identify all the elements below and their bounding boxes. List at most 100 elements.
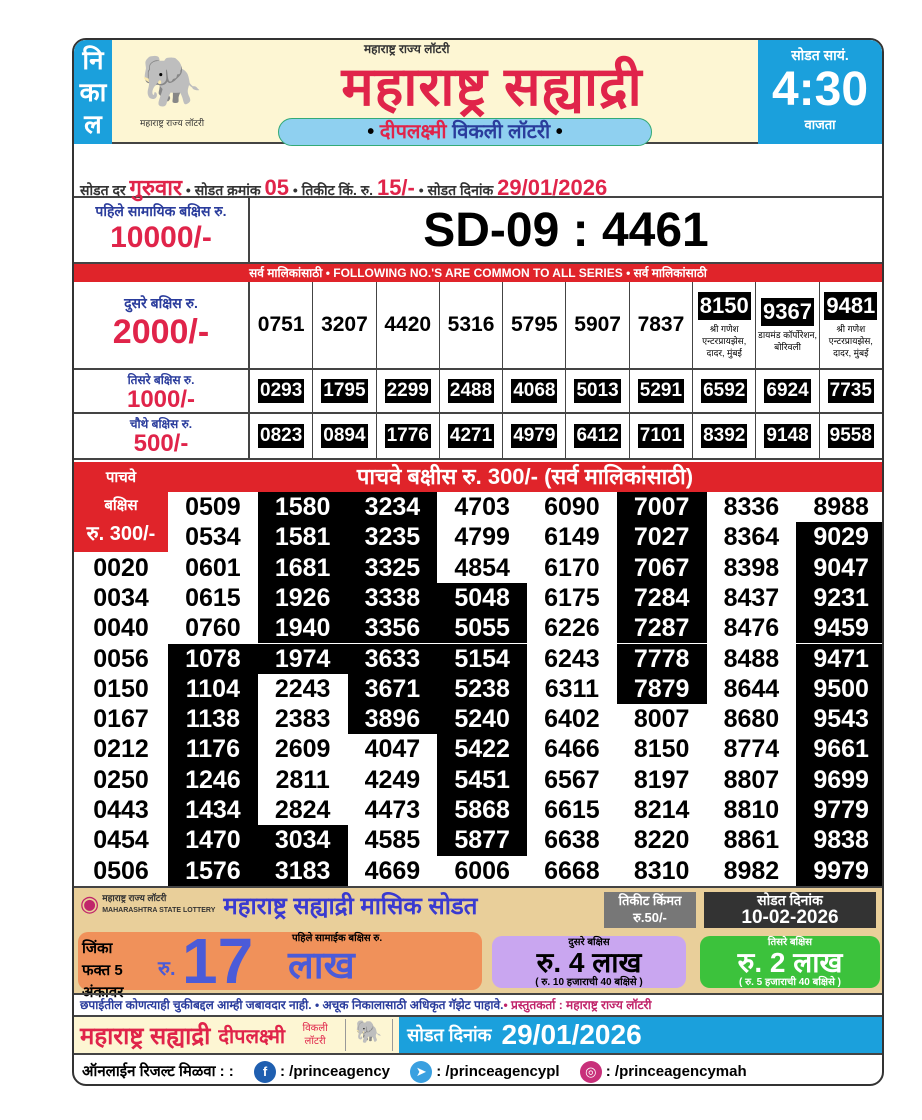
fifth-prize-number: 0509 [185,493,241,521]
day-label: सोडत दर [80,182,126,198]
fifth-prize-number: 5055 [437,613,527,644]
prize-caption: पहिले सामाईक बक्षिस रु. [292,933,383,944]
prize-detail: ( रु. 5 हजाराची 40 बक्षिसे ) [739,977,841,988]
prize-cell: 8392 [692,414,755,458]
fifth-prize-number: 1078 [168,643,258,674]
prize-number: 4979 [511,424,558,448]
facebook-link[interactable]: : /princeagency [279,1063,391,1080]
elephant-emblem-icon: 🐘 [345,1019,394,1051]
footer-title: महाराष्ट्र सह्याद्री दीपलक्ष्मी विकली लॉ… [74,1017,400,1053]
fourth-prize-row: चौथे बक्षिस रु. 500/- 0823 0894 1776 4271 49… [74,414,882,460]
time-label: सोडत सायं. [791,47,849,63]
fifth-prize-number: 8437 [723,583,780,612]
fifth-prize-number: 8310 [633,856,690,885]
fifth-prize-number: 0167 [93,705,149,734]
prize-number: 2488 [447,379,495,403]
date-label: सोडत दिनांक [407,1025,492,1045]
agent-name: श्री गणेश एन्टरप्रायझेस, दादर, मुंबई [828,323,873,358]
state-lottery-logo: 🐘 महाराष्ट्र राज्य लॉटरी [122,46,222,136]
prize-number: 0293 [258,379,305,403]
prize-cell: 7101 [628,414,692,458]
footer-sub: दीपलक्ष्मी [218,1025,286,1048]
time-suffix: वाजता [804,117,836,132]
prize-cell: 1795 [312,370,375,412]
date-label: सोडत दिनांक [427,182,494,198]
prize-cell: 9367 डायमंड कॉर्पोरेशन, बोरिवली [755,282,818,368]
prize-cell: 6592 [692,370,755,412]
prize-cell: 2488 [438,370,502,412]
prize-cell: 4068 [502,370,565,412]
fifth-prize-number: 6402 [544,705,600,734]
fifth-prize-number: 2609 [274,735,331,764]
fifth-prize-number: 7007 [616,492,707,523]
prize-number: 5795 [510,313,558,336]
fifth-prize-number: 9471 [796,643,882,674]
prize-caption: दुसरे बक्षिस [568,937,610,948]
first-prize-label: पहिले सामायिक बक्षिस रु. 10000/- [74,198,250,262]
prize-cell: 5013 [565,370,628,412]
fifth-prize-number: 8861 [723,826,780,855]
lottery-result-sheet: नि का ल 🐘 महाराष्ट्र राज्य लॉटरी महाराष्… [72,38,884,1086]
prize-cell: 5291 [628,370,692,412]
monthly-price: तिकीट किंमत रु.50/- [604,892,696,928]
fifth-prize-number: 3325 [347,552,438,583]
fifth-prize-number: 2383 [274,705,331,734]
fifth-prize-number: 6175 [544,583,600,612]
prize-cell: 0823 [250,414,312,458]
monthly-logo: ◉ महाराष्ट्र राज्य लॉटरी MAHARASHTRA STAT… [80,892,215,916]
fifth-prize-number: 8488 [723,644,780,673]
badge-char: नि [82,45,104,75]
presenter-text: • प्रस्तुतकर्ता : महाराष्ट्र राज्य लॉटरी [503,998,652,1012]
fifth-prize-number: 8988 [813,493,869,521]
fifth-prize-number: 0454 [93,826,149,855]
fifth-prize-number: 9047 [796,552,882,583]
prize-number: 0894 [321,424,368,448]
prize-number: 4271 [447,424,495,448]
prize-cell: 8150 श्री गणेश एन्टरप्रायझेस, दादर, मुंबई [692,282,755,368]
date-value: 29/01/2026 [497,175,608,200]
fifth-prize-number: 1246 [168,764,258,795]
logo-text-en: MAHARASHTRA STATE LOTTERY [102,906,216,914]
third-prize-row: तिसरे बक्षिस रु. 1000/- 0293 1795 2299 2488… [74,370,882,414]
logo-text: महाराष्ट्र राज्य लॉटरी [102,892,167,903]
prize-label-text: दुसरे बक्षिस रु. [124,295,198,311]
fifth-prize-number: 0760 [185,614,241,643]
fifth-prize-number: 6226 [544,614,600,643]
prize-number: 4420 [384,313,432,336]
prize-amount: रु. 2 लाख [737,947,843,978]
instagram-link[interactable]: : /princeagencymah [605,1063,747,1080]
prize-number: 8392 [701,424,748,448]
fifth-prize-number: 5238 [437,673,527,705]
footer-weekly: विकली लॉटरी [302,1023,328,1047]
prize-cell: 9481 श्री गणेश एन्टरप्रायझेस, दादर, मुंबई [818,282,882,368]
telegram-icon[interactable]: ➤ [410,1061,433,1084]
fifth-prize-number: 8644 [723,674,780,703]
fifth-prize-number: 0443 [93,796,149,824]
facebook-icon[interactable]: f [253,1061,276,1084]
fifth-prize-number: 4249 [364,765,421,794]
prize-cell: 5795 [502,282,565,368]
prize-cell: 4271 [438,414,502,458]
monthly-second-prize: दुसरे बक्षिस रु. 4 लाख ( रु. 10 हजाराची … [492,936,686,988]
fifth-prize-number: 0250 [93,765,149,794]
telegram-link[interactable]: : /princeagencypl [436,1063,560,1080]
prize-number: 5013 [574,379,621,403]
fifth-prize-number: 9543 [796,704,882,735]
draw-number: 05 [264,175,290,200]
fifth-prize-number: 0615 [185,583,241,612]
fifth-prize-number: 6243 [544,644,600,673]
prize-number: 6592 [701,379,748,403]
fifth-prize-number: 3671 [347,673,438,705]
fifth-prize-number: 2811 [275,765,330,794]
fifth-prize-number: 7067 [616,552,707,583]
fifth-prize-number: 8982 [723,856,780,885]
monthly-title: महाराष्ट्र सह्याद्री मासिक सोडत [223,893,478,920]
fifth-prize-number: 9779 [796,795,882,826]
draw-label: सोडत क्रमांक [194,182,261,198]
prize-number: 1776 [384,424,431,448]
fifth-prize-header: पाचवे बक्षीस रु. 300/- (सर्व मालिकांसाठी… [168,462,882,492]
instagram-icon[interactable]: ◎ [579,1061,602,1084]
prize-amount: 2000/- [112,313,210,351]
fifth-prize-number: 9231 [796,582,882,614]
fifth-prize-number: 7284 [616,582,707,614]
